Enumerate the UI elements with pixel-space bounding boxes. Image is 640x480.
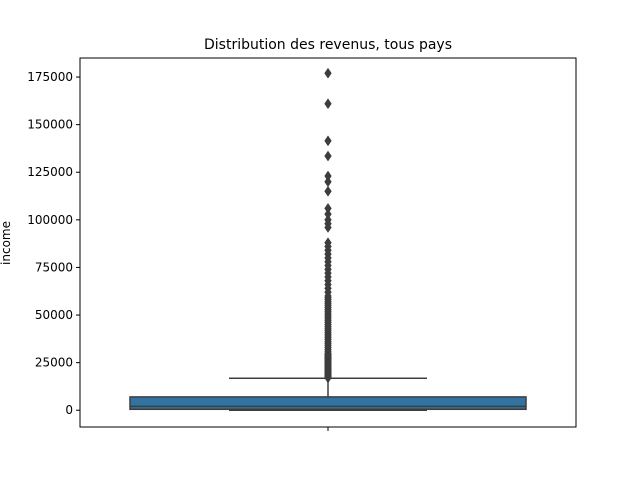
y-tick-label: 0 xyxy=(65,403,73,417)
y-tick-label: 50000 xyxy=(35,308,73,322)
chart-title: Distribution des revenus, tous pays xyxy=(204,37,452,53)
y-axis-label: income xyxy=(0,221,13,265)
outlier-point xyxy=(324,185,332,197)
outlier-point xyxy=(324,202,332,214)
outlier-point xyxy=(324,176,332,188)
y-tick-label: 175000 xyxy=(27,70,73,84)
y-axis-ticks: 0 25000 50000 75000 100000 125000 150000 175000 xyxy=(27,70,80,417)
outlier-point xyxy=(324,135,332,147)
outlier-point xyxy=(324,214,332,226)
y-tick-label: 25000 xyxy=(35,356,73,370)
y-tick-label: 150000 xyxy=(27,118,73,132)
y-tick-label: 75000 xyxy=(35,260,73,274)
outlier-point xyxy=(324,237,332,249)
outlier-point xyxy=(324,150,332,162)
outlier-point xyxy=(324,208,332,220)
outlier-point xyxy=(324,67,332,79)
y-tick-label: 100000 xyxy=(27,213,73,227)
iqr-box xyxy=(129,396,527,411)
outlier-point xyxy=(324,170,332,182)
outlier-point xyxy=(324,98,332,110)
y-tick-label: 125000 xyxy=(27,165,73,179)
outlier-group xyxy=(324,67,332,384)
